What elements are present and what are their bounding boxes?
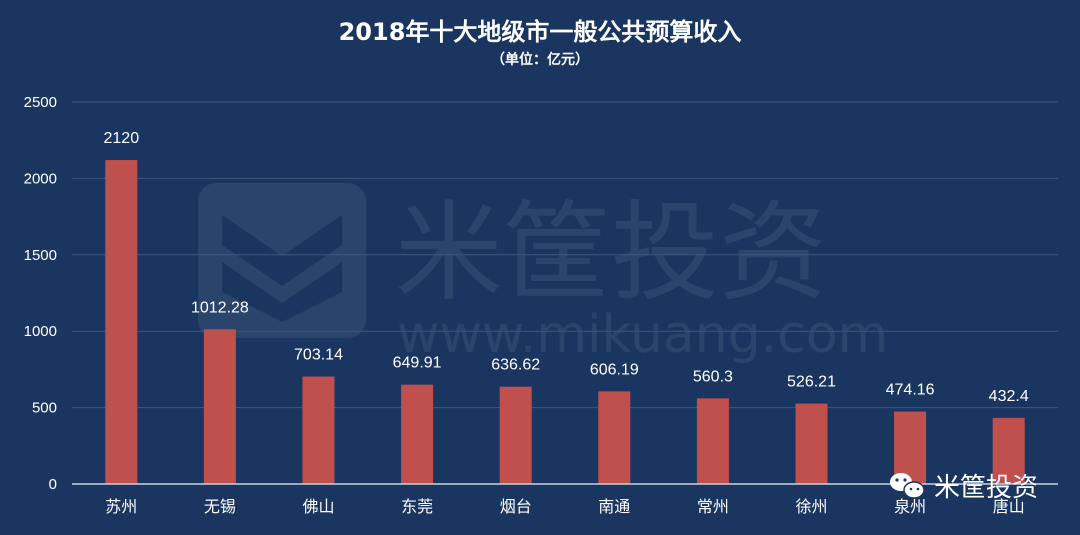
bar: [992, 417, 1025, 484]
x-tick-label: 徐州: [795, 497, 827, 516]
bar: [203, 329, 236, 484]
brand-badge-label: 米筐投资: [934, 473, 1038, 503]
bar: [795, 403, 828, 484]
data-labels: 2120 1012.28 703.14 649.91 636.62 606.19 560.3…: [104, 130, 1029, 405]
watermark-logo-icon: [198, 183, 366, 338]
y-tick-label: 0: [49, 476, 57, 493]
wechat-icon: [890, 473, 925, 499]
x-axis-ticks: 苏州 无锡 佛山 东莞 烟台 南通 常州 徐州 泉州 唐山: [105, 497, 1024, 516]
bar: [499, 386, 532, 484]
data-label: 2120: [104, 130, 140, 147]
data-label: 649.91: [393, 355, 442, 372]
x-tick-label: 苏州: [105, 497, 137, 516]
watermark-url: www.mikuang.com: [397, 305, 888, 365]
y-tick-label: 1000: [24, 323, 57, 340]
bar: [105, 160, 138, 484]
watermark: 米筐投资 www.mikuang.com: [198, 183, 888, 365]
bar: [598, 391, 631, 484]
x-tick-label: 东莞: [401, 497, 433, 516]
bar: [894, 411, 927, 484]
chart-title: 2018年十大地级市一般公共预算收入: [339, 18, 742, 46]
chart-subtitle: （单位：亿元）: [491, 51, 589, 68]
data-label: 703.14: [294, 347, 343, 364]
y-tick-label: 1500: [24, 247, 57, 264]
data-label: 432.4: [989, 388, 1029, 405]
data-label: 526.21: [787, 374, 836, 391]
x-tick-label: 常州: [697, 497, 729, 516]
data-label: 1012.28: [191, 299, 249, 316]
x-tick-label: 烟台: [500, 497, 532, 516]
data-label: 474.16: [886, 382, 935, 399]
brand-badge: 米筐投资: [890, 473, 1038, 503]
data-label: 560.3: [693, 368, 733, 385]
y-tick-label: 2000: [24, 170, 57, 187]
x-tick-label: 南通: [598, 497, 630, 516]
bar: [696, 398, 729, 484]
bars: [105, 160, 1025, 484]
x-tick-label: 无锡: [204, 497, 236, 516]
gridlines: [72, 101, 1058, 409]
x-tick-label: 泉州: [894, 497, 926, 516]
y-axis-ticks: 0 500 1000 1500 2000 2500: [24, 94, 57, 493]
watermark-brand: 米筐投资: [395, 191, 827, 316]
bar: [302, 376, 335, 484]
x-tick-label: 佛山: [302, 497, 334, 516]
y-tick-label: 2500: [24, 94, 57, 111]
bar: [401, 384, 434, 484]
data-label: 636.62: [491, 357, 540, 374]
data-label: 606.19: [590, 361, 639, 378]
y-tick-label: 500: [32, 400, 57, 417]
x-tick-label: 唐山: [993, 497, 1025, 516]
